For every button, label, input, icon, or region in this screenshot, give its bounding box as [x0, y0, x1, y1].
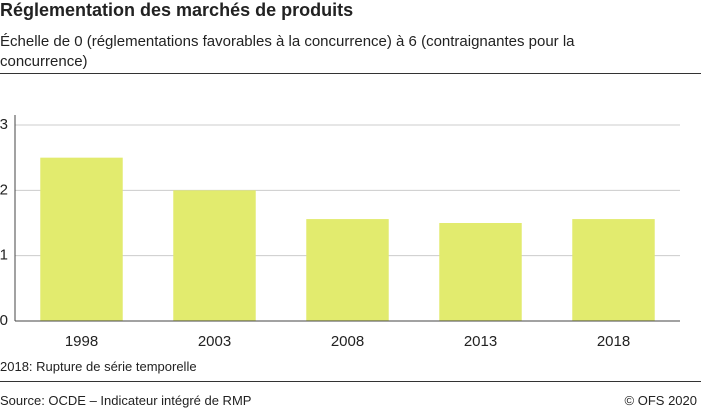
x-tick-label: 2018: [597, 333, 630, 350]
y-tick-label: 3: [0, 116, 8, 133]
x-tick-label: 1998: [65, 333, 98, 350]
bar: [173, 190, 256, 321]
bar: [439, 223, 522, 321]
bar: [306, 219, 389, 321]
note: 2018: Rupture de série temporelle: [0, 359, 197, 374]
x-tick-label: 2008: [331, 333, 364, 350]
copyright: © OFS 2020: [624, 393, 697, 408]
x-tick-label: 2013: [464, 333, 497, 350]
divider: [0, 381, 701, 382]
source: Source: OCDE – Indicateur intégré de RMP: [0, 393, 252, 408]
y-tick-label: 0: [0, 312, 8, 329]
bar: [40, 157, 123, 321]
y-tick-label: 1: [0, 247, 8, 264]
chart-title: Réglementation des marchés de produits: [0, 0, 354, 20]
y-tick-label: 2: [0, 181, 8, 198]
chart-subtitle: Échelle de 0 (réglementations favorables…: [0, 33, 575, 70]
bar: [572, 219, 655, 321]
x-tick-label: 2003: [198, 333, 231, 350]
divider: [0, 73, 701, 74]
